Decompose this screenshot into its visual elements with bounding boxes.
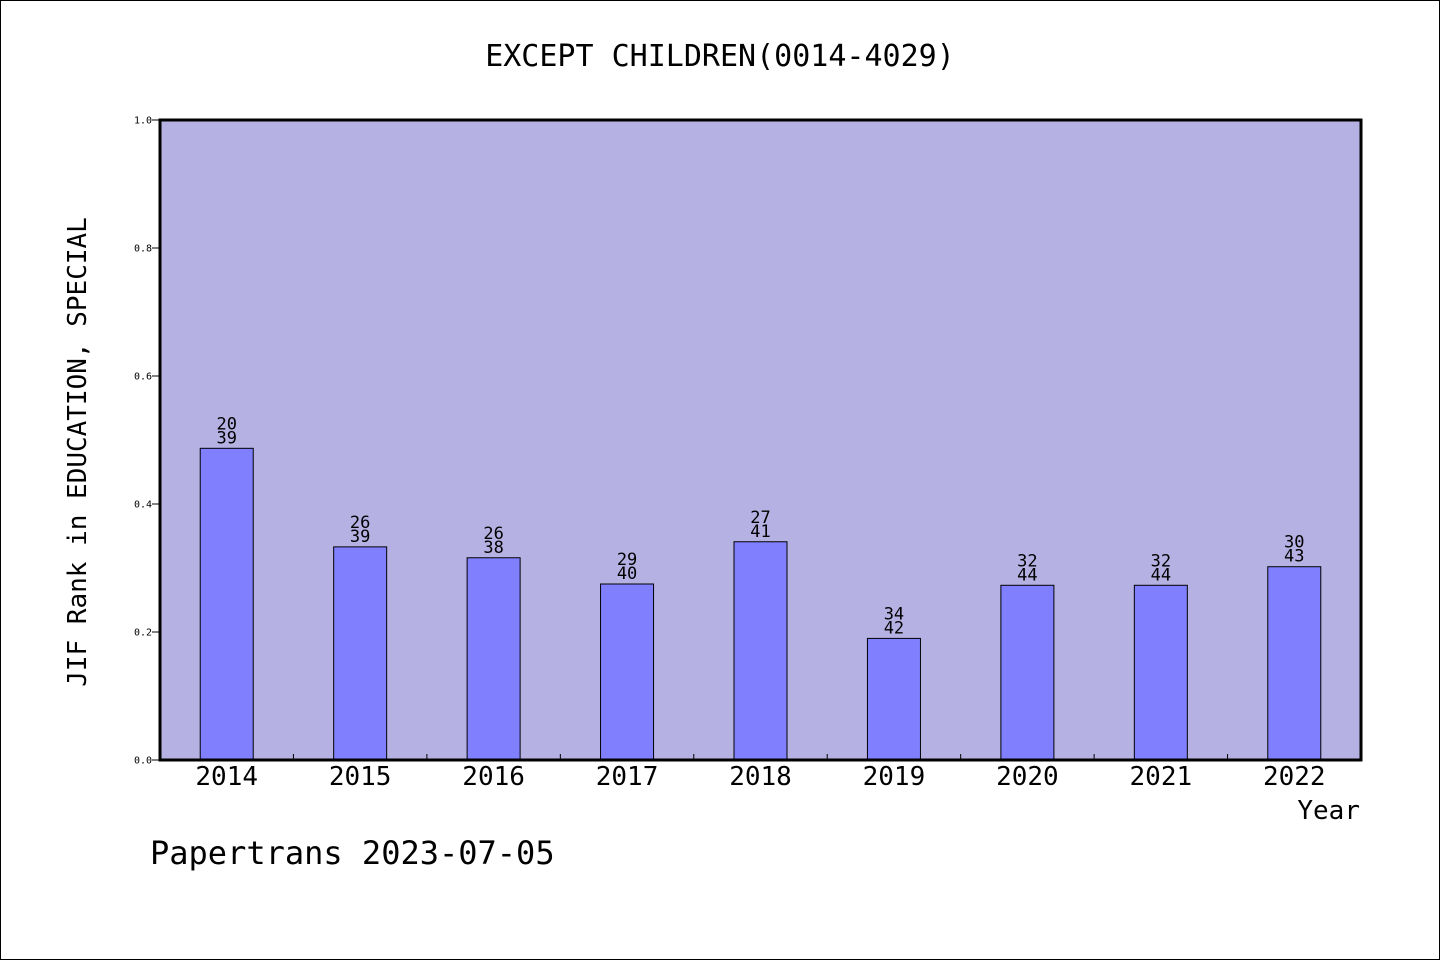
y-tick-label: 1.0 [134,116,152,127]
y-tick-label: 0.2 [134,628,152,639]
x-tick-label: 2017 [596,762,659,792]
bar-rank-label: 34 [884,604,904,624]
bar-2020 [1000,584,1055,761]
bar-rank-label: 20 [216,414,236,434]
y-axis-label: JIF Rank in EDUCATION, SPECIAL [63,217,93,687]
x-tick-label: 2021 [1130,762,1193,792]
bar-rank-label: 26 [483,524,503,544]
x-tick-label: 2019 [863,762,926,792]
bar-total-label: 38 [483,538,503,558]
y-tick-label: 0.0 [134,756,152,767]
bar-rank-label: 30 [1284,533,1304,553]
bar-total-label: 41 [750,522,770,542]
bar-2022 [1267,566,1322,761]
y-axis-ticks: 0.0 0.2 0.4 0.6 0.8 1.0 [134,116,160,767]
bar-rank-label: 32 [1151,551,1171,571]
bar-total-label: 44 [1151,565,1171,585]
bar-2014 [199,447,254,761]
chart-title: EXCEPT CHILDREN(0014-4029) [485,39,955,74]
bar-rank-label: 29 [617,550,637,570]
bar-2016 [466,557,521,761]
bar-total-label: 39 [350,527,370,547]
y-tick-label: 0.8 [134,244,152,255]
x-tick-label: 2018 [729,762,792,792]
bar-2018 [733,541,788,761]
x-axis-ticks: 2014 2015 2016 2017 2018 2019 2020 2021 2022 [195,754,1326,792]
bar-rank-label: 26 [350,513,370,533]
bar-total-label: 40 [617,564,637,584]
bar-2019 [866,637,921,761]
plot-border [158,118,1363,762]
bar-rank-label: 27 [750,508,770,528]
bars-group [199,447,1322,761]
bar-2015 [333,546,388,761]
x-tick-label: 2020 [996,762,1059,792]
x-tick-label: 2016 [462,762,525,792]
bar-total-label: 39 [216,428,236,448]
y-tick-label: 0.4 [134,500,152,511]
x-tick-label: 2014 [195,762,258,792]
footer-text: Papertrans 2023-07-05 [150,834,555,872]
bar-2017 [600,583,655,761]
x-tick-label: 2015 [329,762,392,792]
x-tick-label: 2022 [1263,762,1326,792]
bar-2021 [1133,584,1188,761]
x-axis-label: Year [1297,796,1360,826]
y-tick-label: 0.6 [134,372,152,383]
bar-rank-label: 32 [1017,551,1037,571]
bar-total-label: 44 [1017,565,1037,585]
bar-total-label: 42 [884,618,904,638]
bar-total-label: 43 [1284,547,1304,567]
